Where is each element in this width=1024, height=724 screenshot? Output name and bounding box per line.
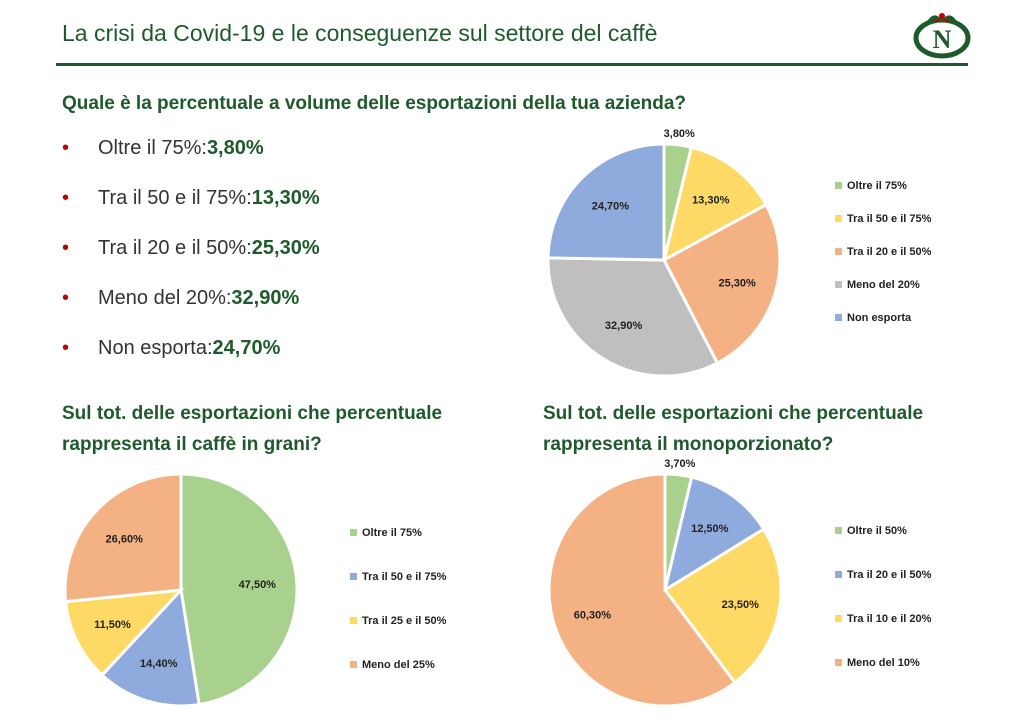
- question-whole-bean-share: Sul tot. delle esportazioni che percentu…: [62, 403, 443, 455]
- slice-data-label: 12,50%: [691, 523, 729, 535]
- legend-swatch: [835, 527, 842, 534]
- legend-swatch: [835, 215, 842, 222]
- slide-title: La crisi da Covid-19 e le conseguenze su…: [62, 20, 658, 46]
- bullet-value: 25,30%: [251, 237, 320, 259]
- legend-label: Oltre il 75%: [362, 527, 422, 539]
- legend-label: Meno del 25%: [362, 659, 435, 671]
- pie-slice: [661, 145, 769, 263]
- pie-slice: [63, 588, 185, 678]
- pie-slice: [63, 472, 183, 604]
- legend-label: Oltre il 50%: [847, 525, 907, 537]
- slice-data-label: 24,70%: [592, 200, 630, 212]
- bullet-label: Oltre il 75%:: [98, 137, 207, 159]
- legend-swatch: [350, 573, 357, 580]
- legend-swatch: [835, 182, 842, 189]
- bullet-label: Tra il 50 e il 75%:: [98, 187, 252, 209]
- legend-swatch: [835, 615, 842, 622]
- legend-label: Tra il 50 e il 75%: [362, 571, 447, 583]
- slice-data-label: 32,90%: [605, 320, 643, 332]
- pie-slice: [179, 472, 299, 707]
- legend-swatch: [835, 248, 842, 255]
- bullet-icon: •: [62, 287, 70, 309]
- legend-swatch: [835, 281, 842, 288]
- legend-label: Tra il 25 e il 50%: [362, 615, 447, 627]
- bullet-value: 24,70%: [212, 337, 281, 359]
- bullet-icon: •: [62, 337, 70, 359]
- legend-label: Tra il 20 e il 50%: [847, 246, 932, 258]
- bullet-label: Tra il 20 e il 50%:: [98, 237, 252, 259]
- slice-data-label: 60,30%: [574, 609, 612, 621]
- pie-slice: [661, 202, 782, 366]
- legend-label: Meno del 20%: [847, 279, 920, 291]
- pie-slice: [546, 256, 720, 378]
- question-export-volume: Quale è la percentuale a volume delle es…: [62, 93, 687, 114]
- legend-swatch: [835, 659, 842, 666]
- bullet-item: • Tra il 20 e il 50%: 25,30%: [62, 237, 320, 287]
- pie-chart-single-serve: 3,70% 12,50% 23,50% 60,30% Oltre il 50% Tra i…: [547, 458, 932, 708]
- legend-label: Tra il 20 e il 50%: [847, 569, 932, 581]
- pie-slice: [100, 586, 201, 708]
- legend-swatch: [350, 617, 357, 624]
- bullet-icon: •: [62, 187, 70, 209]
- title-divider: [56, 63, 968, 66]
- slice-data-label: 26,60%: [106, 534, 144, 546]
- bullet-item: • Tra il 50 e il 75%: 13,30%: [62, 187, 320, 237]
- legend-label: Tra il 10 e il 20%: [847, 613, 932, 625]
- bullet-item: • Oltre il 75%: 3,80%: [62, 137, 320, 187]
- bullet-value: 3,80%: [206, 137, 264, 159]
- export-volume-bullet-list: • Oltre il 75%: 3,80% • Tra il 50 e il 75%…: [62, 137, 320, 387]
- pie-slice: [662, 527, 783, 685]
- pie-slice: [546, 142, 666, 262]
- slice-data-label: 14,40%: [140, 658, 178, 670]
- bullet-label: Non esporta:: [98, 337, 213, 359]
- bullet-item: • Meno del 20%: 32,90%: [62, 287, 320, 337]
- slice-data-label: 23,50%: [722, 599, 760, 611]
- legend-swatch: [835, 571, 842, 578]
- question-single-serve-share: Sul tot. delle esportazioni che percentu…: [543, 403, 924, 455]
- brand-logo: N: [913, 13, 971, 59]
- pie-slice: [662, 475, 766, 594]
- legend-swatch: [350, 529, 357, 536]
- bullet-value: 32,90%: [231, 287, 300, 309]
- legend-swatch: [350, 661, 357, 668]
- bullet-icon: •: [62, 137, 70, 159]
- slice-data-label: 25,30%: [719, 278, 757, 290]
- svg-text:N: N: [933, 25, 952, 54]
- legend-label: Non esporta: [847, 312, 912, 324]
- pie-chart-export-volume: 3,80% 13,30% 25,30% 32,90% 24,70% Oltre il 75…: [546, 128, 932, 378]
- bullet-item: • Non esporta: 24,70%: [62, 337, 320, 387]
- legend-label: Meno del 10%: [847, 657, 920, 669]
- slice-data-label: 11,50%: [94, 619, 131, 631]
- pie-chart-whole-bean: 47,50% 14,40% 11,50% 26,60% Oltre il 75% Tra …: [63, 472, 447, 708]
- slice-data-label: 47,50%: [239, 579, 277, 591]
- legend-label: Tra il 50 e il 75%: [847, 213, 932, 225]
- pie-slice: [547, 472, 738, 708]
- legend-swatch: [835, 314, 842, 321]
- bullet-icon: •: [62, 237, 70, 259]
- bullet-value: 13,30%: [251, 187, 320, 209]
- bullet-label: Meno del 20%:: [98, 287, 232, 309]
- slice-data-label: 3,80%: [664, 128, 695, 140]
- slice-data-label: 3,70%: [664, 458, 695, 470]
- legend-label: Oltre il 75%: [847, 180, 907, 192]
- slice-data-label: 13,30%: [692, 194, 730, 206]
